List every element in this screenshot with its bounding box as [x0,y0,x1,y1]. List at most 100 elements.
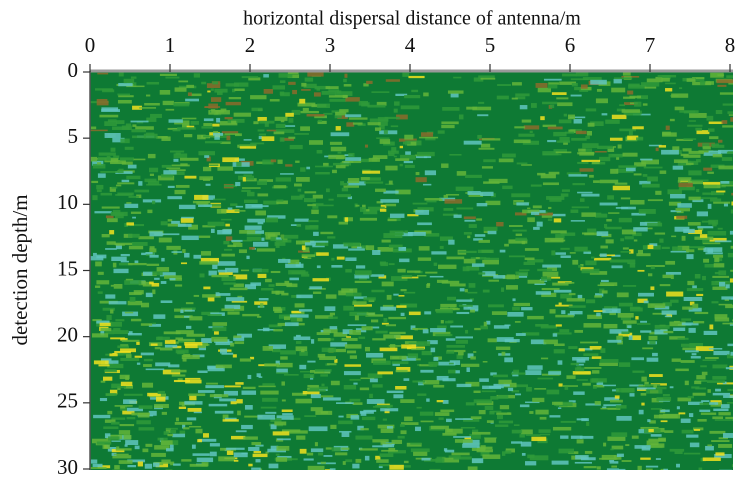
texture-streak [535,291,551,295]
texture-streak [451,452,470,456]
texture-streak [184,175,197,179]
texture-streak [170,461,175,466]
texture-streak [712,376,727,380]
texture-streak [277,322,287,326]
texture-streak [532,205,542,209]
texture-streak [438,417,444,420]
texture-streak [436,309,453,314]
texture-streak [531,436,547,442]
texture-streak [614,77,633,80]
texture-streak [220,141,231,145]
texture-streak [415,209,430,215]
texture-streak [166,448,174,452]
texture-streak [712,154,723,158]
texture-streak [239,358,251,362]
texture-streak [244,415,263,418]
texture-streak [214,88,228,93]
texture-streak [392,363,400,366]
texture-streak [535,82,548,88]
texture-streak [316,252,329,256]
texture-streak [235,205,244,208]
texture-streak [118,95,134,98]
texture-streak [526,386,532,392]
texture-streak [649,420,656,424]
texture-streak [581,268,600,274]
texture-streak [540,357,549,360]
texture-streak [345,114,362,118]
texture-streak [478,239,490,243]
texture-streak [688,150,705,154]
texture-streak [654,329,668,335]
texture-streak [363,83,369,87]
texture-streak [596,231,609,236]
texture-streak [145,368,165,371]
texture-streak [454,439,473,443]
texture-streak [665,88,673,92]
texture-streak [382,418,387,421]
texture-streak [688,170,702,176]
texture-streak [329,468,336,470]
texture-streak [115,243,125,246]
texture-streak [639,180,651,185]
texture-streak [124,384,134,389]
texture-streak [387,450,406,454]
texture-streak [706,380,725,383]
texture-streak [101,107,119,111]
texture-streak [239,230,256,234]
texture-streak [385,203,397,207]
texture-streak [694,380,702,385]
texture-streak [653,386,667,390]
texture-streak [279,137,285,142]
texture-streak [650,266,655,270]
texture-streak [90,126,97,130]
texture-streak [345,157,362,161]
texture-streak [552,401,563,405]
texture-streak [243,139,252,141]
texture-streak [585,260,597,266]
texture-streak [596,88,602,92]
texture-streak [689,77,705,82]
texture-streak [716,79,733,84]
texture-streak [689,342,704,348]
texture-streak [458,114,464,120]
texture-streak [124,203,139,208]
texture-streak [371,326,380,329]
texture-streak [575,363,584,366]
texture-streak [718,412,731,416]
texture-streak [267,215,286,219]
texture-streak [497,395,509,399]
texture-streak [120,348,137,353]
texture-streak [282,413,293,416]
texture-streak [312,244,325,248]
texture-streak [301,273,310,277]
texture-streak [595,293,604,297]
texture-streak [146,263,160,266]
texture-streak [715,110,723,115]
texture-streak [184,342,203,346]
texture-streak [177,127,196,130]
texture-streak [542,271,559,277]
texture-streak [533,226,540,230]
texture-streak [142,199,162,203]
texture-streak [346,122,355,127]
texture-streak [224,117,233,120]
texture-streak [314,442,318,447]
texture-streak [619,104,626,107]
texture-streak [482,454,501,459]
texture-streak [226,297,245,302]
texture-streak [573,391,585,395]
texture-streak [306,113,325,117]
texture-streak [98,152,116,156]
texture-streak [151,452,166,457]
texture-streak [653,414,667,419]
texture-streak [662,413,680,419]
texture-streak [547,126,563,130]
texture-streak [254,301,268,305]
texture-streak [184,309,195,312]
texture-streak [664,82,676,85]
texture-streak [376,459,389,463]
texture-streak [348,117,368,120]
texture-streak [112,137,125,143]
texture-streak [433,384,445,388]
texture-streak [691,353,697,356]
